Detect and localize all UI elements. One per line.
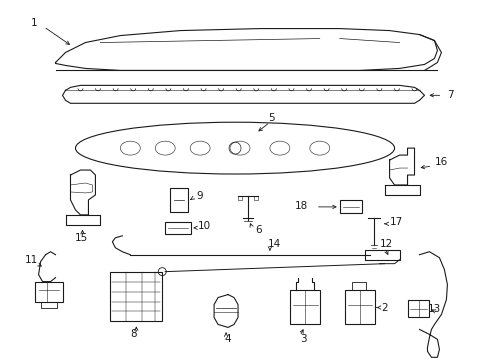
Text: 6: 6 — [254, 225, 261, 235]
Text: 1: 1 — [31, 18, 37, 28]
Text: 2: 2 — [381, 302, 387, 312]
Text: 5: 5 — [267, 113, 274, 123]
Text: 10: 10 — [198, 221, 211, 231]
Text: 16: 16 — [433, 157, 447, 167]
Text: 18: 18 — [294, 201, 307, 211]
Text: 7: 7 — [447, 90, 453, 100]
Text: 15: 15 — [74, 233, 87, 243]
Text: 12: 12 — [379, 239, 392, 249]
Text: 14: 14 — [267, 239, 281, 249]
Text: 13: 13 — [427, 305, 440, 315]
Text: 8: 8 — [130, 329, 137, 339]
Text: 17: 17 — [389, 217, 402, 227]
Text: 4: 4 — [224, 334, 230, 345]
Text: 11: 11 — [24, 255, 38, 265]
Text: 9: 9 — [196, 191, 203, 201]
Text: 3: 3 — [299, 334, 306, 345]
